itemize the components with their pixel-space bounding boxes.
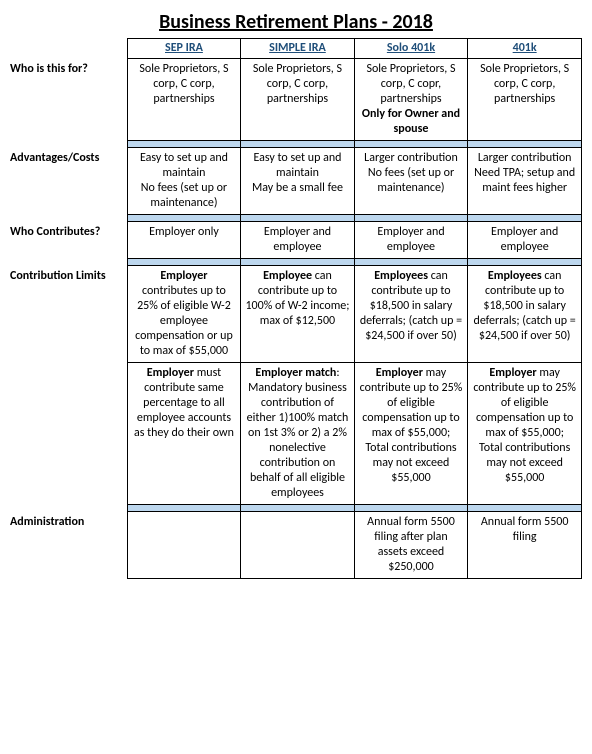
page-title: Business Retirement Plans - 2018 bbox=[10, 10, 582, 34]
table-cell: Employer and employee bbox=[354, 222, 468, 259]
table-row-limits-2: Employer must contribute same percentage… bbox=[10, 363, 582, 505]
table-cell: Employer may contribute up to 25% of eli… bbox=[354, 363, 468, 505]
table-cell: Easy to set up and maintainMay be a smal… bbox=[241, 148, 354, 215]
divider-row bbox=[10, 505, 582, 512]
col-header: SEP IRA bbox=[127, 39, 241, 59]
table-cell: Employer only bbox=[127, 222, 241, 259]
table-cell: Larger contributionNeed TPA; setup and m… bbox=[468, 148, 582, 215]
table-cell: Easy to set up and maintainNo fees (set … bbox=[127, 148, 241, 215]
header-row: SEP IRA SIMPLE IRA Solo 401k 401k bbox=[10, 39, 582, 59]
col-header: 401k bbox=[468, 39, 582, 59]
row-label: Administration bbox=[10, 512, 127, 579]
header-blank bbox=[10, 39, 127, 59]
table-cell bbox=[127, 512, 241, 579]
row-label bbox=[10, 363, 127, 505]
row-label: Who is this for? bbox=[10, 59, 127, 141]
divider-row bbox=[10, 259, 582, 266]
col-header: SIMPLE IRA bbox=[241, 39, 354, 59]
table-cell bbox=[241, 512, 354, 579]
table-cell: Sole Proprietors, S corp, C corp, partne… bbox=[468, 59, 582, 141]
col-header: Solo 401k bbox=[354, 39, 468, 59]
table-cell: Larger contributionNo fees (set up or ma… bbox=[354, 148, 468, 215]
table-row-who-contributes: Who Contributes?Employer onlyEmployer an… bbox=[10, 222, 582, 259]
table-cell: Sole Proprietors, S corp, C copr, partne… bbox=[354, 59, 468, 141]
table-cell: Sole Proprietors, S corp, C corp, partne… bbox=[241, 59, 354, 141]
row-label: Contribution Limits bbox=[10, 266, 127, 363]
table-cell: Employees can contribute up to $18,500 i… bbox=[354, 266, 468, 363]
table-row-limits-1: Contribution LimitsEmployer contributes … bbox=[10, 266, 582, 363]
table-cell: Employer may contribute up to 25% of eli… bbox=[468, 363, 582, 505]
comparison-table: SEP IRA SIMPLE IRA Solo 401k 401k Who is… bbox=[10, 38, 582, 579]
table-cell: Employer match: Mandatory business contr… bbox=[241, 363, 354, 505]
row-label: Who Contributes? bbox=[10, 222, 127, 259]
table-row-advantages: Advantages/CostsEasy to set up and maint… bbox=[10, 148, 582, 215]
row-label: Advantages/Costs bbox=[10, 148, 127, 215]
table-cell: Annual form 5500 filing after plan asset… bbox=[354, 512, 468, 579]
table-row-who-for: Who is this for?Sole Proprietors, S corp… bbox=[10, 59, 582, 141]
table-cell: Employees can contribute up to $18,500 i… bbox=[468, 266, 582, 363]
table-cell: Employee can contribute up to 100% of W-… bbox=[241, 266, 354, 363]
table-cell: Employer and employee bbox=[241, 222, 354, 259]
table-cell: Annual form 5500 filing bbox=[468, 512, 582, 579]
table-row-admin: Administration Annual form 5500 filing af… bbox=[10, 512, 582, 579]
table-cell: Employer must contribute same percentage… bbox=[127, 363, 241, 505]
table-cell: Employer and employee bbox=[468, 222, 582, 259]
table-cell: Employer contributes up to 25% of eligib… bbox=[127, 266, 241, 363]
table-cell: Sole Proprietors, S corp, C corp, partne… bbox=[127, 59, 241, 141]
divider-row bbox=[10, 215, 582, 222]
divider-row bbox=[10, 141, 582, 148]
